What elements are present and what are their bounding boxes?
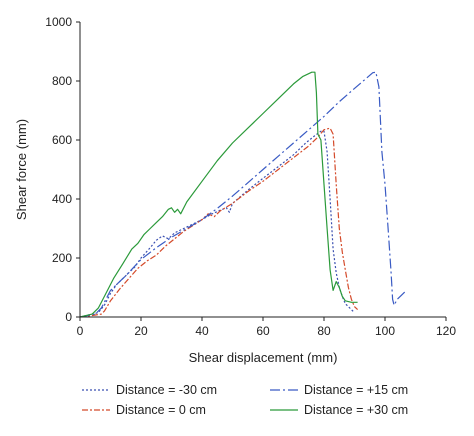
- series-line-2: [79, 127, 359, 318]
- x-tick-label: 100: [375, 324, 395, 338]
- y-tick-label: 0: [65, 310, 72, 324]
- x-tick-label: 120: [436, 324, 456, 338]
- x-tick-label: 20: [134, 324, 148, 338]
- legend-label-3: Distance = +15 cm: [304, 383, 408, 397]
- axes: [76, 21, 447, 321]
- series-line-4: [79, 71, 358, 318]
- y-tick-label: 800: [52, 74, 72, 88]
- x-axis-title: Shear displacement (mm): [189, 350, 338, 365]
- x-tick-label: 40: [195, 324, 209, 338]
- x-tick-label: 0: [77, 324, 84, 338]
- tick-labels: 0 20 40 60 80 100 120 0 200 400 600 800 1000: [45, 15, 456, 338]
- y-tick-label: 400: [52, 192, 72, 206]
- legend-label-1: Distance = -30 cm: [116, 383, 217, 397]
- series-line-3: [79, 71, 407, 318]
- legend-label-4: Distance = +30 cm: [304, 403, 408, 417]
- x-tick-label: 60: [256, 324, 270, 338]
- legend-label-2: Distance = 0 cm: [116, 403, 206, 417]
- y-axis-title: Shear force (mm): [14, 119, 29, 220]
- series-layer: [79, 71, 407, 318]
- x-tick-label: 80: [317, 324, 331, 338]
- y-tick-label: 1000: [45, 15, 72, 29]
- legend: Distance = -30 cm Distance = 0 cm Distance…: [82, 383, 408, 417]
- series-line-1: [79, 130, 355, 318]
- y-tick-label: 200: [52, 251, 72, 265]
- y-tick-label: 600: [52, 133, 72, 147]
